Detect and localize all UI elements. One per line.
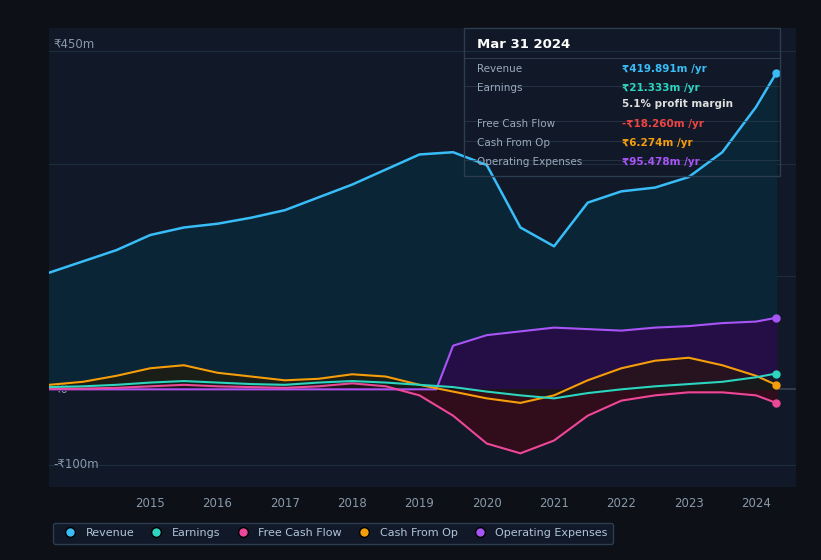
Legend: Revenue, Earnings, Free Cash Flow, Cash From Op, Operating Expenses: Revenue, Earnings, Free Cash Flow, Cash …	[53, 522, 613, 544]
Text: -₹18.260m /yr: -₹18.260m /yr	[622, 119, 704, 129]
Text: -₹100m: -₹100m	[53, 458, 99, 471]
Text: 5.1% profit margin: 5.1% profit margin	[622, 99, 733, 109]
Text: ₹21.333m /yr: ₹21.333m /yr	[622, 83, 699, 93]
Text: ₹450m: ₹450m	[53, 38, 94, 50]
Text: Operating Expenses: Operating Expenses	[476, 157, 582, 167]
Text: Mar 31 2024: Mar 31 2024	[476, 39, 570, 52]
Text: ₹95.478m /yr: ₹95.478m /yr	[622, 157, 699, 167]
Text: ₹0: ₹0	[53, 383, 68, 396]
Text: ₹6.274m /yr: ₹6.274m /yr	[622, 138, 693, 148]
Text: Earnings: Earnings	[476, 83, 522, 93]
Text: Free Cash Flow: Free Cash Flow	[476, 119, 555, 129]
Text: ₹419.891m /yr: ₹419.891m /yr	[622, 64, 707, 73]
Text: Cash From Op: Cash From Op	[476, 138, 549, 148]
Text: Revenue: Revenue	[476, 64, 521, 73]
